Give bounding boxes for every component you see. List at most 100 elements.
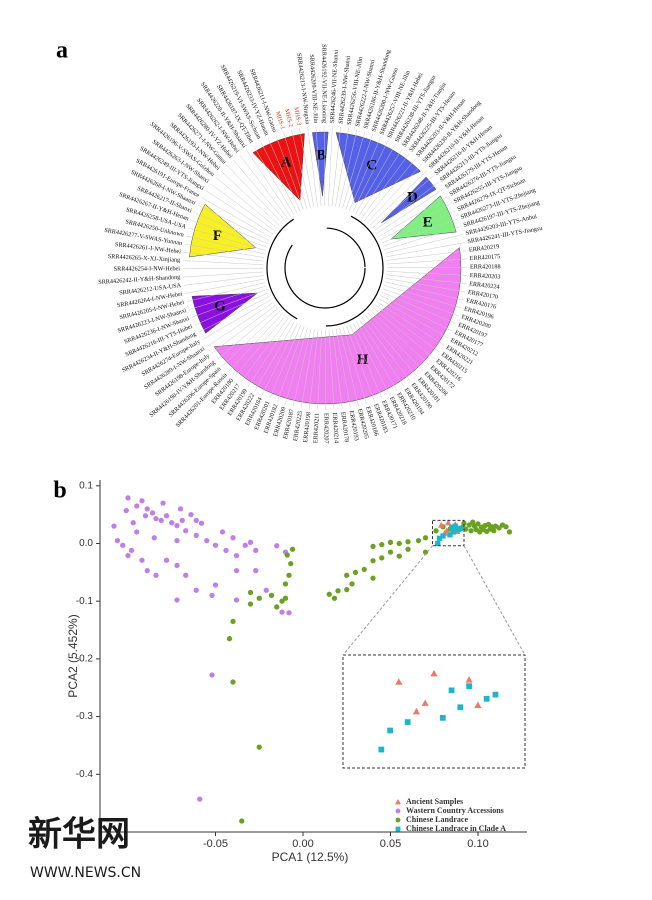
point	[378, 746, 385, 753]
leaf-branch	[275, 134, 304, 210]
point	[139, 498, 145, 504]
y-tick-label: -0.1	[76, 596, 94, 607]
leaf-branch	[346, 326, 375, 402]
point	[444, 519, 452, 526]
leaf-branch	[369, 169, 428, 226]
point	[158, 517, 164, 524]
legend-marker	[395, 826, 401, 832]
legend-marker	[395, 808, 401, 814]
point	[344, 572, 350, 578]
watermark-title: 新华网	[28, 815, 130, 855]
point	[286, 610, 292, 616]
clade-label: F	[213, 228, 222, 244]
leaf-branch	[184, 243, 264, 258]
leaf-branch	[383, 218, 459, 247]
point	[422, 549, 429, 555]
point	[452, 523, 458, 529]
point	[193, 532, 199, 539]
leaf-branch	[240, 317, 289, 383]
point	[134, 503, 140, 509]
point	[233, 567, 240, 574]
point	[405, 539, 411, 545]
leaf-branch	[227, 313, 283, 373]
legend-label: Chinese Landrace	[406, 815, 468, 824]
point	[475, 521, 481, 527]
point	[491, 528, 497, 534]
y-tick-label: -0.3	[76, 711, 94, 722]
leaf-branch	[215, 177, 278, 229]
point	[256, 744, 262, 750]
leaf-branch	[376, 301, 445, 346]
leaf-branch	[276, 326, 305, 402]
point	[128, 547, 135, 554]
leaf-branch	[222, 310, 281, 367]
point	[448, 687, 455, 694]
leaf-branch	[183, 260, 264, 266]
point	[144, 506, 150, 512]
leaf-branch	[183, 271, 264, 278]
y-axis-label: PCA2 (5.452%)	[66, 614, 80, 697]
point	[130, 520, 136, 526]
point	[230, 535, 236, 541]
leaf-branch	[383, 288, 459, 317]
leaf-branch	[338, 129, 358, 208]
point	[449, 524, 455, 530]
point	[274, 604, 280, 610]
leaf-branch	[184, 275, 264, 286]
leaf-branch	[352, 140, 389, 213]
leaf-branch	[362, 317, 411, 382]
point	[174, 597, 180, 603]
clade-wedge	[381, 176, 437, 224]
point	[253, 547, 259, 554]
zoom-box	[432, 519, 465, 547]
point	[457, 525, 464, 532]
leaf-branch	[342, 131, 366, 209]
point	[111, 523, 117, 529]
leaf-branch	[226, 165, 283, 224]
point	[468, 528, 474, 534]
point	[120, 542, 126, 548]
point	[387, 727, 393, 734]
point	[443, 527, 450, 534]
leaf-branch	[206, 302, 274, 347]
point	[396, 540, 402, 547]
leaf-branch	[380, 203, 452, 241]
point	[344, 586, 350, 593]
point	[247, 589, 254, 596]
point	[139, 557, 145, 563]
leaf-branch	[299, 128, 315, 208]
leaf-branch	[261, 323, 298, 396]
leaf-label: SRR4426246-VII-NE-Shanxi	[329, 49, 340, 123]
leaf-branch	[191, 289, 267, 318]
y-tick-label: 0.0	[79, 538, 93, 549]
leaf-branch	[317, 329, 323, 410]
point	[349, 581, 355, 587]
point	[503, 524, 509, 530]
point	[263, 587, 269, 593]
legend-marker	[395, 817, 401, 823]
point	[370, 575, 376, 581]
point	[230, 618, 236, 625]
watermark-url: WWW.NEWS.CN	[30, 865, 141, 881]
leaf-branch	[386, 274, 467, 284]
point	[361, 566, 367, 573]
point	[395, 678, 403, 685]
point	[233, 552, 240, 559]
point	[405, 546, 411, 552]
point	[123, 507, 129, 514]
leaf-branch	[349, 324, 383, 399]
leaf-label: ERR420178	[339, 411, 350, 442]
leaf-label: MHS-2	[283, 108, 294, 128]
point	[230, 679, 236, 685]
point	[440, 533, 446, 539]
leaf-branch	[376, 189, 444, 234]
point	[114, 537, 121, 544]
leaf-branch	[292, 328, 312, 407]
leaf-branch	[355, 144, 396, 215]
point	[125, 495, 131, 501]
leaf-branch	[374, 182, 439, 231]
leaf-branch	[385, 242, 465, 258]
leaf-branch	[352, 323, 390, 395]
point	[335, 588, 341, 594]
clade-label: C	[366, 158, 377, 174]
